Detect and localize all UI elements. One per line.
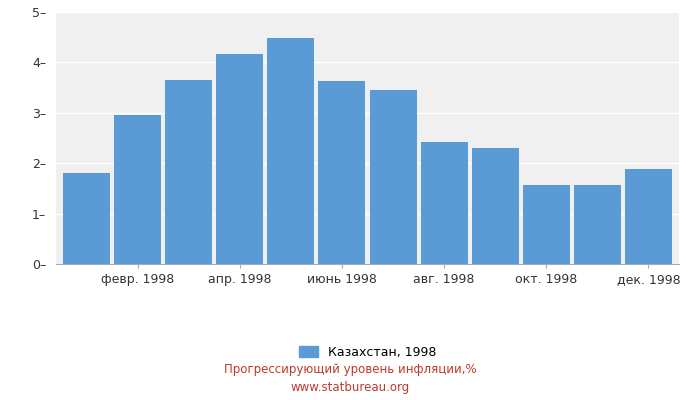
Bar [625,169,672,264]
Bar [267,38,314,264]
Bar [318,81,365,264]
Bar [523,185,570,264]
Bar [574,185,621,264]
Bar [421,142,468,264]
Legend: Казахстан, 1998: Казахстан, 1998 [294,340,441,364]
Bar [472,148,519,264]
Bar [114,115,161,264]
Bar [370,90,416,264]
Bar [165,80,212,264]
Text: www.statbureau.org: www.statbureau.org [290,382,410,394]
Text: Прогрессирующий уровень инфляции,%: Прогрессирующий уровень инфляции,% [224,364,476,376]
Bar [216,54,263,264]
Bar [63,173,110,264]
